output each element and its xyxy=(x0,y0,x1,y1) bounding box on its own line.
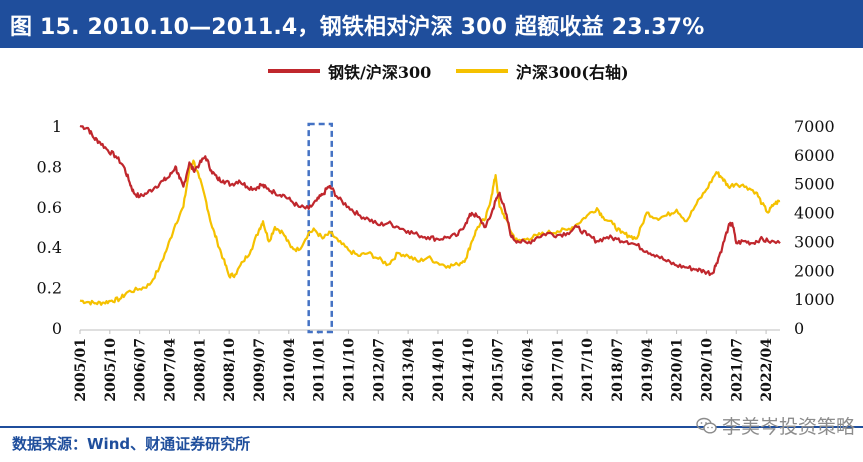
legend-swatch-csi300 xyxy=(456,69,508,73)
y-right-tick-label: 5000 xyxy=(794,175,835,194)
x-tick-label: 2009/07 xyxy=(252,338,268,402)
x-tick-label: 2011/10 xyxy=(341,338,357,402)
y-axis-right: 0 1000 2000 3000 4000 5000 6000 7000 xyxy=(794,117,835,338)
x-tick-label: 2017/10 xyxy=(580,338,596,402)
y-left-tick-label: 0.2 xyxy=(37,279,62,298)
legend-item-steel-ratio: 钢铁/沪深300 xyxy=(268,60,431,82)
y-right-tick-label: 6000 xyxy=(794,146,835,165)
data-source: 数据来源：Wind、财通证券研究所 xyxy=(12,435,251,453)
x-tick-label: 2012/07 xyxy=(371,338,387,402)
x-tick-label: 2016/04 xyxy=(520,338,536,402)
x-tick-label: 2019/04 xyxy=(640,338,656,402)
x-tick-label: 2022/04 xyxy=(759,338,775,402)
x-tick-label: 2014/10 xyxy=(461,338,477,402)
x-tick-label: 2008/01 xyxy=(192,338,208,402)
x-tick-label: 2014/01 xyxy=(431,338,447,402)
x-tick-label: 2015/07 xyxy=(491,338,507,402)
y-right-tick-label: 0 xyxy=(794,319,804,338)
x-tick-label: 2020/10 xyxy=(699,338,715,402)
highlight-box xyxy=(307,122,334,334)
x-tick-label: 2008/10 xyxy=(222,338,238,402)
legend-swatch-steel-ratio xyxy=(268,69,320,73)
y-right-tick-label: 1000 xyxy=(794,290,835,309)
legend-item-csi300: 沪深300(右轴) xyxy=(456,60,629,82)
x-tick-label: 2005/10 xyxy=(103,338,119,402)
x-tick-label: 2020/01 xyxy=(670,338,686,402)
y-right-tick-label: 3000 xyxy=(794,232,835,251)
watermark: 李美岑投资策略 xyxy=(696,412,855,439)
x-axis: 2005/01 2005/10 2006/07 2007/04 2008/01 2008/… xyxy=(73,330,775,402)
x-tick-label: 2011/01 xyxy=(312,338,328,402)
x-tick-label: 2005/01 xyxy=(73,338,89,402)
y-left-tick-label: 0.6 xyxy=(37,198,62,217)
footer-divider xyxy=(0,426,863,428)
y-left-tick-label: 1 xyxy=(52,117,62,136)
x-tick-label: 2006/07 xyxy=(133,338,149,402)
watermark-text: 李美岑投资策略 xyxy=(721,416,855,438)
legend-label-steel-ratio: 钢铁/沪深300 xyxy=(328,63,432,82)
figure-title-bar: 图 15. 2010.10—2011.4，钢铁相对沪深 300 超额收益 23.… xyxy=(0,0,863,48)
x-tick-label: 2017/01 xyxy=(550,338,566,402)
x-tick-label: 2007/04 xyxy=(162,338,178,402)
y-axis-left: 0 0.2 0.4 0.6 0.8 1 xyxy=(37,117,62,338)
y-left-tick-label: 0.8 xyxy=(37,157,62,176)
y-right-tick-label: 4000 xyxy=(794,204,835,223)
series-line-csi300 xyxy=(79,159,781,306)
y-right-tick-label: 2000 xyxy=(794,261,835,280)
x-tick-label: 2013/04 xyxy=(401,338,417,402)
chart-legend: 钢铁/沪深300 沪深300(右轴) xyxy=(0,56,863,86)
wechat-icon xyxy=(696,417,717,434)
y-left-tick-label: 0.4 xyxy=(37,238,62,257)
y-left-tick-label: 0 xyxy=(52,319,62,338)
y-right-tick-label: 7000 xyxy=(794,117,835,136)
line-chart: 0 0.2 0.4 0.6 0.8 1 0 1000 2000 3000 4000 5000 6000… xyxy=(37,117,835,402)
x-tick-label: 2021/07 xyxy=(729,338,745,402)
x-tick-label: 2010/04 xyxy=(282,338,298,402)
series-line-steel-ratio xyxy=(79,124,781,277)
figure-title: 图 15. 2010.10—2011.4，钢铁相对沪深 300 超额收益 23.… xyxy=(10,15,705,40)
x-tick-label: 2018/07 xyxy=(610,338,626,402)
legend-label-csi300: 沪深300(右轴) xyxy=(516,63,629,82)
